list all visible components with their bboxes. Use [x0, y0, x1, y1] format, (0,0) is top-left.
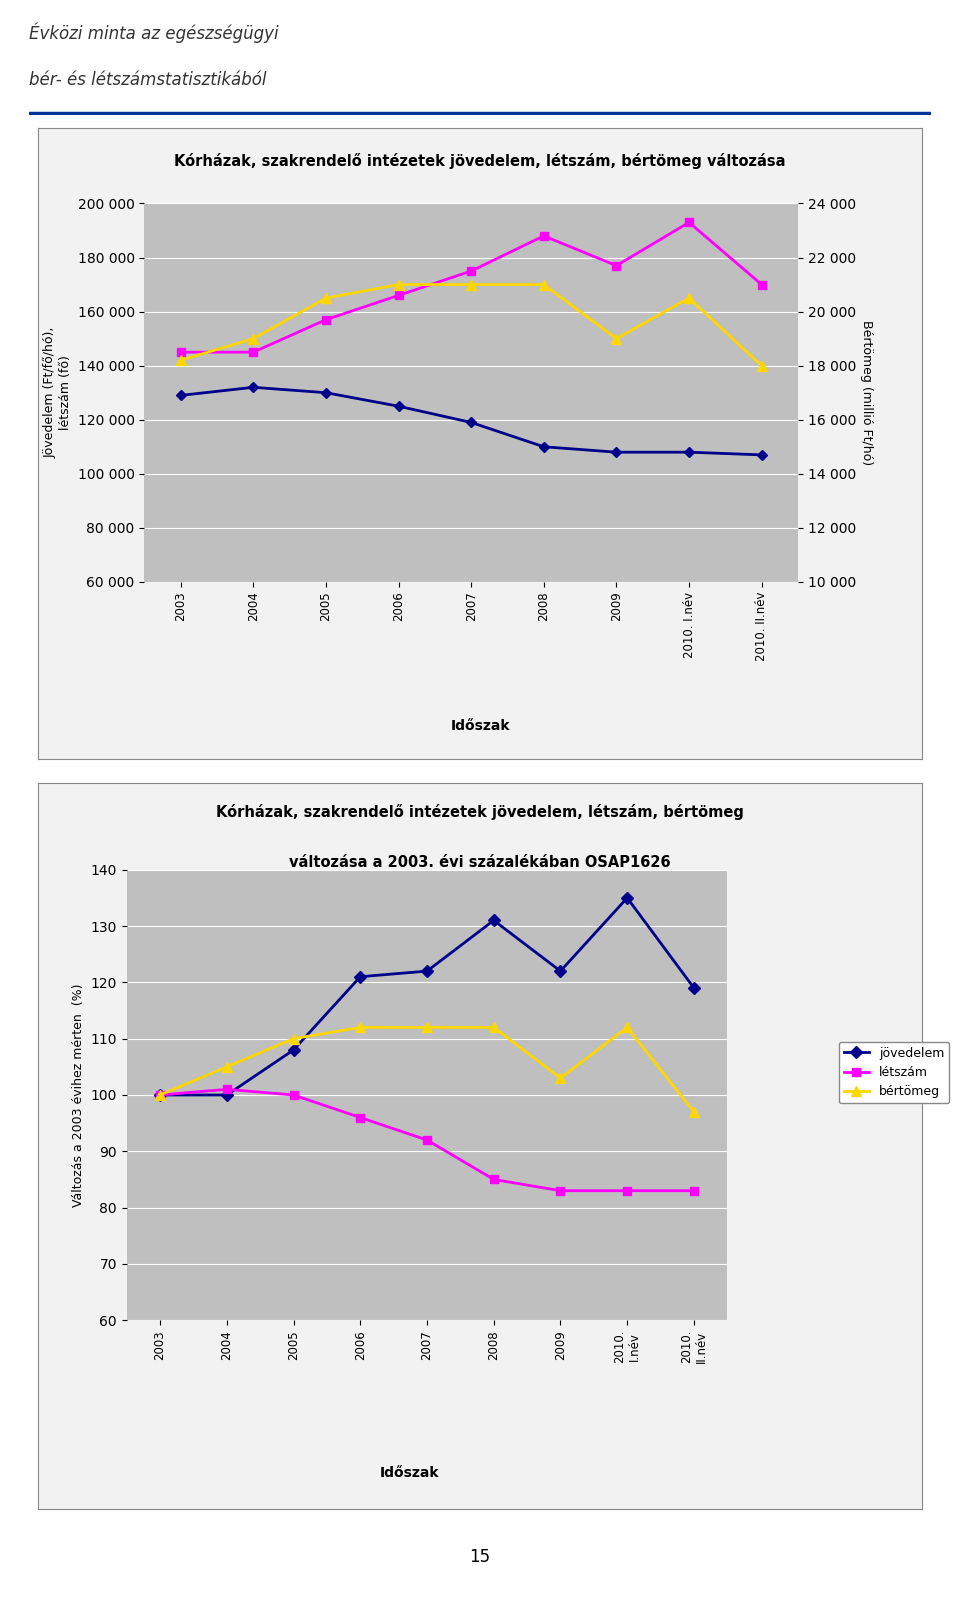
Y-axis label: Változás a 2003 évihez mérten  (%): Változás a 2003 évihez mérten (%)	[72, 984, 84, 1207]
Text: Időszak: Időszak	[450, 719, 510, 733]
létszám	[221, 1080, 232, 1099]
létszám	[155, 1086, 166, 1105]
bértömeg	[688, 1102, 700, 1121]
jövedelem	[155, 1086, 166, 1105]
bértömeg	[555, 1068, 566, 1088]
jövedelem	[288, 1040, 300, 1059]
létszám	[488, 1171, 499, 1190]
Text: Időszak: Időszak	[379, 1466, 439, 1480]
Line: jövedelem: jövedelem	[156, 894, 698, 1099]
bértömeg	[421, 1017, 433, 1036]
Y-axis label: Bértömeg (millió Ft/hó): Bértömeg (millió Ft/hó)	[860, 319, 873, 465]
Y-axis label: Jövedelem (Ft/fő/hó),
létszám (fő): Jövedelem (Ft/fő/hó), létszám (fő)	[44, 327, 72, 458]
jövedelem	[221, 1086, 232, 1105]
létszám	[688, 1182, 700, 1201]
Text: OSAP 1626: OSAP 1626	[435, 203, 525, 219]
Text: Kórházak, szakrendelő intézetek jövedelem, létszám, bértömeg változása: Kórházak, szakrendelő intézetek jövedele…	[175, 153, 785, 169]
létszám	[621, 1182, 633, 1201]
Text: bér- és létszámstatisztikából: bér- és létszámstatisztikából	[29, 70, 266, 88]
jövedelem	[621, 888, 633, 907]
jövedelem	[421, 961, 433, 981]
jövedelem	[488, 910, 499, 929]
bértömeg	[221, 1057, 232, 1076]
létszám	[421, 1131, 433, 1150]
bértömeg	[488, 1017, 499, 1036]
Text: 15: 15	[469, 1547, 491, 1567]
Legend: Jövedelem (Ft/fő/hó), Létszám (fő), Bértömeg (millió Ft/hó): Jövedelem (Ft/fő/hó), Létszám (fő), Bért…	[219, 787, 724, 811]
létszám	[555, 1182, 566, 1201]
Line: létszám: létszám	[156, 1086, 698, 1195]
bértömeg	[288, 1028, 300, 1048]
Legend: jövedelem, létszám, bértömeg: jövedelem, létszám, bértömeg	[839, 1041, 949, 1104]
bértömeg	[155, 1086, 166, 1105]
jövedelem	[688, 979, 700, 998]
Text: változása a 2003. évi százalékában OSAP1626: változása a 2003. évi százalékában OSAP1…	[289, 856, 671, 870]
bértömeg	[621, 1017, 633, 1036]
létszám	[354, 1108, 366, 1127]
Text: Kórházak, szakrendelő intézetek jövedelem, létszám, bértömeg: Kórházak, szakrendelő intézetek jövedele…	[216, 805, 744, 821]
Text: Évközi minta az egészségügyi: Évközi minta az egészségügyi	[29, 22, 278, 43]
jövedelem	[354, 968, 366, 987]
bértömeg	[354, 1017, 366, 1036]
létszám	[288, 1086, 300, 1105]
jövedelem	[555, 961, 566, 981]
Line: bértömeg: bértömeg	[156, 1022, 699, 1116]
